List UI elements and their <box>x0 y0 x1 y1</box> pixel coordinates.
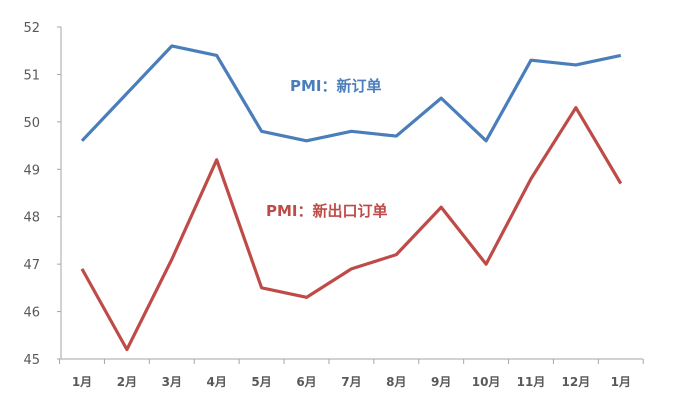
y-tick-label: 47 <box>23 258 40 273</box>
x-tick-label: 10月 <box>472 375 501 389</box>
x-tick-label: 8月 <box>386 375 406 389</box>
x-tick-label: 1月 <box>72 375 92 389</box>
series-lines <box>80 44 623 352</box>
y-tick-label: 50 <box>23 116 40 131</box>
series-label-new-export-orders: PMI：新出口订单 <box>266 202 388 220</box>
x-tick-label: 2月 <box>117 375 137 389</box>
x-tick-label: 6月 <box>296 375 316 389</box>
x-tick-label: 5月 <box>251 375 271 389</box>
y-tick-label: 46 <box>23 306 40 321</box>
x-tick-label: 12月 <box>562 375 591 389</box>
y-tick-label: 51 <box>23 68 40 83</box>
y-tick-label: 48 <box>23 211 40 226</box>
x-tick-label: 11月 <box>517 375 546 389</box>
y-tick-label: 45 <box>23 353 40 368</box>
axes: 45 46 47 48 49 50 51 52 1月 2月 3月 4月 5月 6月 7月 8月 9月 10月 11月… <box>23 21 644 389</box>
x-tick-label: 7月 <box>341 375 361 389</box>
y-tick-label: 49 <box>23 163 40 178</box>
y-tick-label: 52 <box>23 21 40 36</box>
x-tick-label: 9月 <box>431 375 451 389</box>
series-line-1 <box>80 106 623 352</box>
x-tick-label: 3月 <box>162 375 182 389</box>
x-tick-label: 1月 <box>611 375 631 389</box>
series-label-new-orders: PMI：新订单 <box>290 77 382 95</box>
x-tick-label: 4月 <box>207 375 227 389</box>
